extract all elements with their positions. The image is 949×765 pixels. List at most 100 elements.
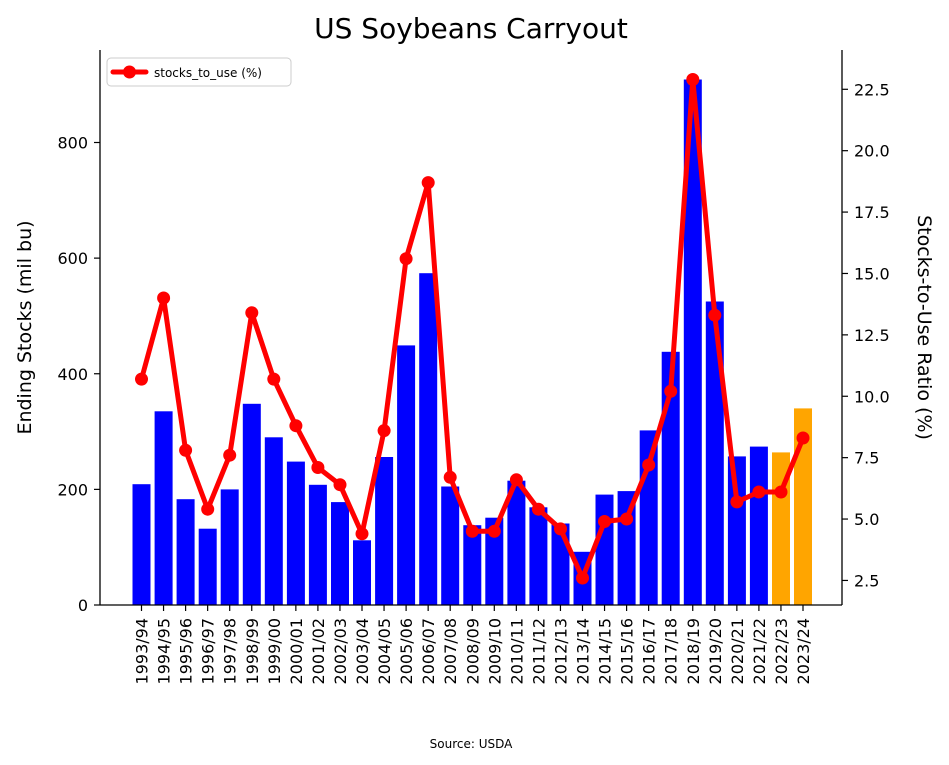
y-tick-label: 200 xyxy=(57,480,88,499)
stocks-to-use-point-2016-17 xyxy=(642,458,656,472)
bar-1993-94 xyxy=(132,484,151,605)
y-tick-label: 400 xyxy=(57,365,88,384)
bar-1996-97 xyxy=(198,528,217,605)
y2-tick-label: 5.0 xyxy=(854,510,879,529)
x-tick-label: 2007/08 xyxy=(441,618,460,684)
x-tick-label: 2001/02 xyxy=(309,618,328,684)
stocks-to-use-point-2000-01 xyxy=(289,419,303,433)
stocks-to-use-point-2004-05 xyxy=(377,424,391,438)
bar-2012-13 xyxy=(551,523,570,605)
y2-tick-label: 15.0 xyxy=(854,264,890,283)
legend-box xyxy=(106,57,292,87)
y-axis-label: Ending Stocks (mil bu) xyxy=(14,220,36,434)
stocks-to-use-point-1997-98 xyxy=(223,448,237,462)
stocks-to-use-point-2005-06 xyxy=(399,252,413,266)
stocks-to-use-point-2008-09 xyxy=(465,524,479,538)
x-tick-label: 2017/18 xyxy=(662,618,681,684)
y-tick-label: 800 xyxy=(57,134,88,153)
stocks-to-use-point-2001-02 xyxy=(311,461,325,474)
x-tick-label: 2011/12 xyxy=(529,618,548,684)
source-note: Source: USDA xyxy=(430,737,514,751)
stocks-to-use-point-2006-07 xyxy=(421,176,435,190)
bar-2014-15 xyxy=(595,494,614,605)
x-tick-label: 2008/09 xyxy=(463,618,482,684)
legend: stocks_to_use (%) xyxy=(106,57,292,87)
x-tick-label: 2016/17 xyxy=(640,618,659,684)
x-tick-label: 2003/04 xyxy=(353,618,372,684)
bar-2002-03 xyxy=(331,502,349,605)
bar-1997-98 xyxy=(220,489,239,605)
stocks-to-use-point-2018-19 xyxy=(686,73,700,86)
x-tick-label: 1994/95 xyxy=(155,618,174,684)
x-tick-label: 2004/05 xyxy=(375,618,394,684)
bar-1998-99 xyxy=(242,403,261,605)
bar-1995-96 xyxy=(176,499,195,605)
y2-tick-label: 10.0 xyxy=(854,387,890,406)
bar-1994-95 xyxy=(154,411,173,605)
y2-tick-label: 2.5 xyxy=(854,571,879,590)
stocks-to-use-point-2015-16 xyxy=(620,512,634,526)
stocks-to-use-point-2010-11 xyxy=(509,473,523,487)
x-tick-label: 1993/94 xyxy=(133,618,152,684)
y2-tick-label: 7.5 xyxy=(854,449,879,468)
line-group xyxy=(135,73,810,585)
bar-2004-05 xyxy=(375,457,394,605)
stocks-to-use-point-2011-12 xyxy=(531,502,545,516)
stocks-to-use-line xyxy=(139,77,806,581)
x-tick-label: 2021/22 xyxy=(750,618,769,684)
y2-tick-label: 17.5 xyxy=(854,203,890,222)
stocks-to-use-point-1996-97 xyxy=(201,502,215,516)
y2-tick-label: 12.5 xyxy=(854,326,890,345)
x-tick-label: 1996/97 xyxy=(199,618,218,684)
stocks-to-use-point-2013-14 xyxy=(576,571,589,585)
bar-2001-02 xyxy=(308,484,327,606)
bar-2008-09 xyxy=(463,525,482,605)
y2-tick-label: 22.5 xyxy=(854,80,890,99)
stocks-to-use-point-1999-00 xyxy=(267,372,281,386)
x-tick-label: 2009/10 xyxy=(485,618,504,684)
stocks-to-use-point-1995-96 xyxy=(179,443,193,457)
stocks-to-use-point-2021-22 xyxy=(752,485,766,499)
stocks-to-use-point-2019-20 xyxy=(708,308,722,322)
bar-2006-07 xyxy=(419,273,438,605)
legend-label: stocks_to_use (%) xyxy=(154,66,262,80)
bar-2005-06 xyxy=(397,345,416,605)
stocks-to-use-point-1994-95 xyxy=(157,291,171,305)
stocks-to-use-point-2009-10 xyxy=(487,524,501,538)
bar-2018-19 xyxy=(683,79,702,605)
x-tick-label: 2010/11 xyxy=(507,618,526,684)
bar-2021-22 xyxy=(749,446,768,605)
x-tick-label: 2019/20 xyxy=(706,618,725,684)
stocks-to-use-point-2007-08 xyxy=(443,470,457,484)
bar-2009-10 xyxy=(485,517,504,605)
axes-group: 0 200 400 600 800 2.5 5.0 7.5 10.0 12.5 15.0 17.5 20… xyxy=(57,50,890,684)
stocks-to-use-point-2023-24 xyxy=(796,431,810,445)
stocks-to-use-point-2014-15 xyxy=(598,515,611,528)
bar-2010-11 xyxy=(507,480,526,605)
bar-2023-24 xyxy=(794,408,812,605)
bar-2007-08 xyxy=(441,486,460,605)
stocks-to-use-point-1998-99 xyxy=(245,306,259,320)
x-tick-label: 1997/98 xyxy=(221,618,240,684)
bar-2020-21 xyxy=(727,456,746,605)
x-tick-label: 1995/96 xyxy=(177,618,196,684)
x-tick-label: 2013/14 xyxy=(574,618,593,684)
stocks-to-use-point-2002-03 xyxy=(333,478,347,492)
chart-title: US Soybeans Carryout xyxy=(314,12,628,45)
y2-tick-label: 20.0 xyxy=(854,142,890,161)
stocks-to-use-point-2017-18 xyxy=(664,384,678,398)
y-tick-label: 0 xyxy=(78,596,88,615)
bar-2019-20 xyxy=(705,301,724,605)
y-tick-label: 600 xyxy=(57,249,88,268)
x-tick-label: 1999/00 xyxy=(265,618,284,684)
stocks-to-use-point-2012-13 xyxy=(554,522,567,536)
legend-marker-swatch xyxy=(123,65,136,79)
x-tick-label: 2023/24 xyxy=(794,618,813,684)
x-tick-label: 1998/99 xyxy=(243,618,262,684)
bar-1999-00 xyxy=(264,437,283,605)
bar-2003-04 xyxy=(353,540,371,606)
bar-2000-01 xyxy=(286,461,305,605)
x-tick-label: 2012/13 xyxy=(552,618,571,684)
x-tick-label: 2022/23 xyxy=(772,618,791,684)
